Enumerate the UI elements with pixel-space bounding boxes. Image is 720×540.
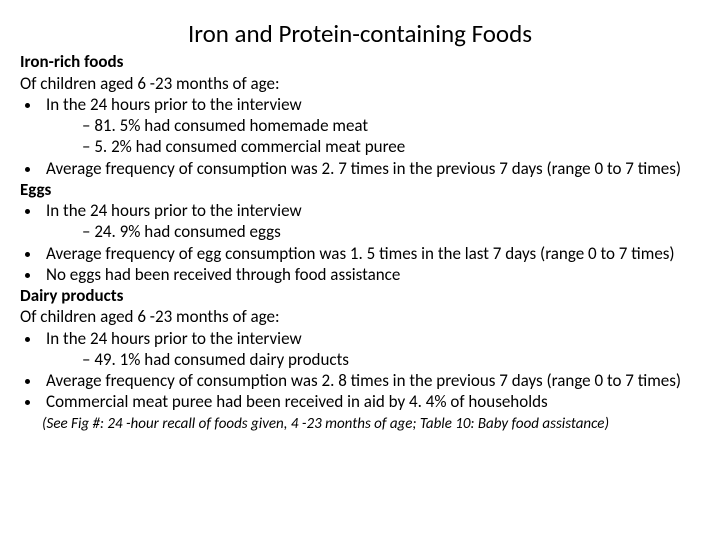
eggs-header: Eggs: [20, 179, 700, 200]
list-item: Average frequency of consumption was 2. …: [42, 158, 700, 179]
bullet-text: In the 24 hours prior to the interview: [46, 94, 302, 115]
list-item: 24. 9% had consumed eggs: [82, 221, 698, 242]
eggs-bullets: In the 24 hours prior to the interview 2…: [42, 200, 700, 285]
list-item: 49. 1% had consumed dairy products: [82, 349, 698, 370]
bullet-text: In the 24 hours prior to the interview: [46, 200, 302, 221]
bullet-text: In the 24 hours prior to the interview: [46, 328, 302, 349]
list-item: 5. 2% had consumed commercial meat puree: [82, 136, 698, 157]
list-item: Average frequency of consumption was 2. …: [42, 370, 700, 391]
dairy-bullets: In the 24 hours prior to the interview 4…: [42, 328, 700, 413]
list-item: In the 24 hours prior to the interview 4…: [42, 328, 700, 371]
list-item: 81. 5% had consumed homemade meat: [82, 115, 698, 136]
iron-subtext: Of children aged 6 -23 months of age:: [20, 73, 700, 94]
list-item: Average frequency of egg consumption was…: [42, 243, 700, 264]
dairy-header: Dairy products: [20, 285, 700, 306]
list-item: In the 24 hours prior to the interview 2…: [42, 200, 700, 243]
list-item: In the 24 hours prior to the interview 8…: [42, 94, 700, 158]
page-title: Iron and Protein-containing Foods: [20, 18, 700, 49]
list-item: Commercial meat puree had been received …: [42, 391, 700, 412]
list-item: No eggs had been received through food a…: [42, 264, 700, 285]
iron-bullets: In the 24 hours prior to the interview 8…: [42, 94, 700, 179]
dairy-subtext: Of children aged 6 -23 months of age:: [20, 306, 700, 327]
footnote: (See Fig #: 24 -hour recall of foods giv…: [42, 415, 700, 434]
iron-dashes: 81. 5% had consumed homemade meat 5. 2% …: [82, 115, 698, 158]
dairy-dashes: 49. 1% had consumed dairy products: [82, 349, 698, 370]
eggs-dashes: 24. 9% had consumed eggs: [82, 221, 698, 242]
iron-header: Iron-rich foods: [20, 51, 700, 72]
